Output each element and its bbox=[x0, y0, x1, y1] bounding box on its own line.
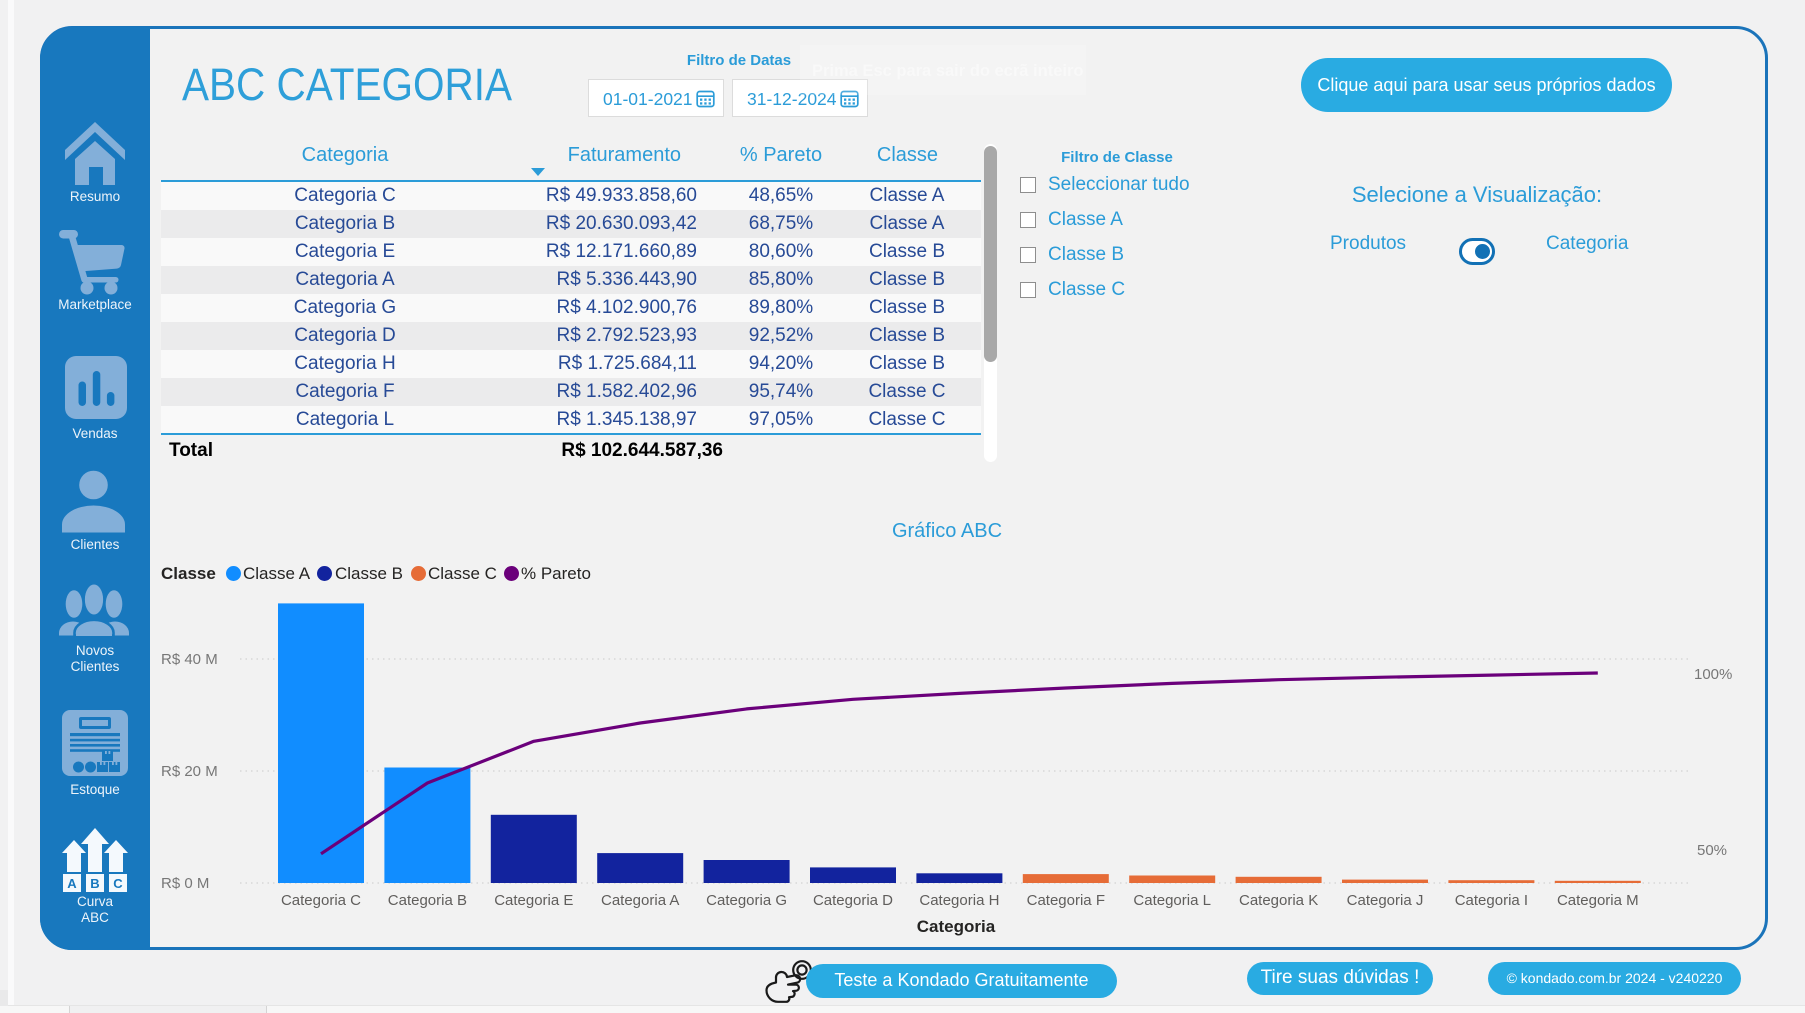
svg-text:Categoria M: Categoria M bbox=[1557, 892, 1639, 909]
svg-text:Categoria G: Categoria G bbox=[706, 892, 787, 909]
svg-text:B: B bbox=[90, 876, 99, 891]
svg-text:Categoria D: Categoria D bbox=[813, 892, 893, 909]
svg-text:Categoria E: Categoria E bbox=[494, 892, 573, 909]
svg-text:Categoria H: Categoria H bbox=[919, 892, 999, 909]
svg-text:100%: 100% bbox=[1694, 666, 1732, 683]
svg-text:C: C bbox=[113, 876, 123, 891]
svg-text:50%: 50% bbox=[1697, 842, 1727, 859]
svg-text:R$ 0 M: R$ 0 M bbox=[161, 875, 209, 892]
svg-text:R$ 40 M: R$ 40 M bbox=[161, 651, 218, 668]
svg-text:Categoria A: Categoria A bbox=[601, 892, 679, 909]
svg-text:Categoria K: Categoria K bbox=[1239, 892, 1318, 909]
svg-text:Categoria C: Categoria C bbox=[281, 892, 361, 909]
svg-text:Categoria L: Categoria L bbox=[1133, 892, 1211, 909]
svg-text:Categoria B: Categoria B bbox=[388, 892, 467, 909]
svg-text:A: A bbox=[67, 876, 77, 891]
svg-text:Categoria: Categoria bbox=[917, 917, 996, 936]
svg-text:Categoria F: Categoria F bbox=[1027, 892, 1105, 909]
svg-text:Categoria I: Categoria I bbox=[1455, 892, 1528, 909]
svg-text:R$ 20 M: R$ 20 M bbox=[161, 763, 218, 780]
svg-text:Categoria J: Categoria J bbox=[1347, 892, 1424, 909]
